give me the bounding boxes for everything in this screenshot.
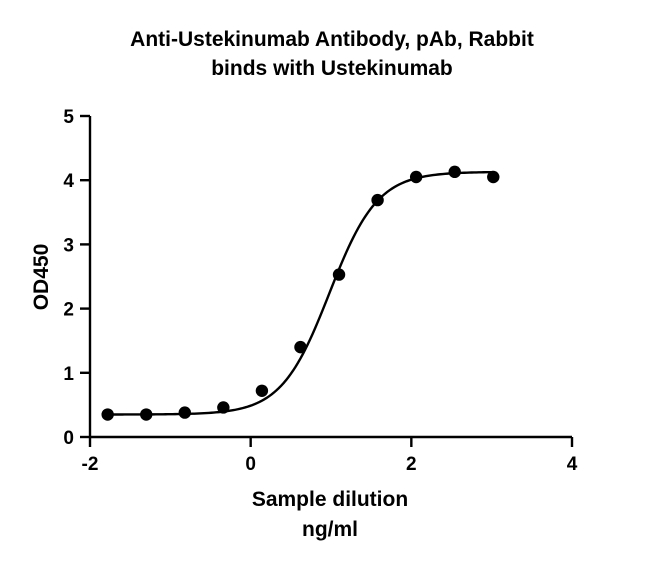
x-tick-label: 0: [245, 454, 256, 475]
data-point: [101, 408, 114, 421]
x-tick-label: -2: [82, 454, 99, 475]
data-point: [487, 170, 500, 184]
data-point: [294, 340, 307, 354]
data-point: [217, 401, 230, 414]
chart-title-line-2: binds with Ustekinumab: [211, 57, 453, 80]
data-point: [332, 268, 346, 281]
data-point: [255, 384, 269, 397]
y-tick-label: 5: [63, 107, 74, 128]
x-axis-label-line-1: Sample dilution: [252, 488, 408, 511]
x-tick-label: 4: [567, 454, 578, 475]
y-tick-label: 4: [63, 171, 74, 192]
y-tick-label: 2: [63, 300, 74, 321]
data-point: [409, 170, 423, 184]
chart-title-line-1: Anti-Ustekinumab Antibody, pAb, Rabbit: [130, 28, 534, 51]
y-tick-label: 1: [63, 364, 74, 385]
data-point: [140, 408, 153, 421]
x-axis-label-line-2: ng/ml: [302, 518, 358, 541]
y-tick-label: 0: [63, 428, 74, 449]
y-axis: 0 1 2 3 4 5: [63, 107, 92, 449]
data-point: [178, 406, 191, 419]
fit-curve: [107, 170, 494, 416]
x-tick-label: 2: [406, 454, 417, 475]
y-tick-label: 3: [63, 235, 74, 256]
data-points: [101, 165, 500, 421]
x-axis: -2 0 2 4: [82, 435, 578, 475]
data-point: [371, 193, 384, 207]
data-point: [448, 165, 461, 179]
y-axis-label: OD450: [30, 244, 53, 311]
